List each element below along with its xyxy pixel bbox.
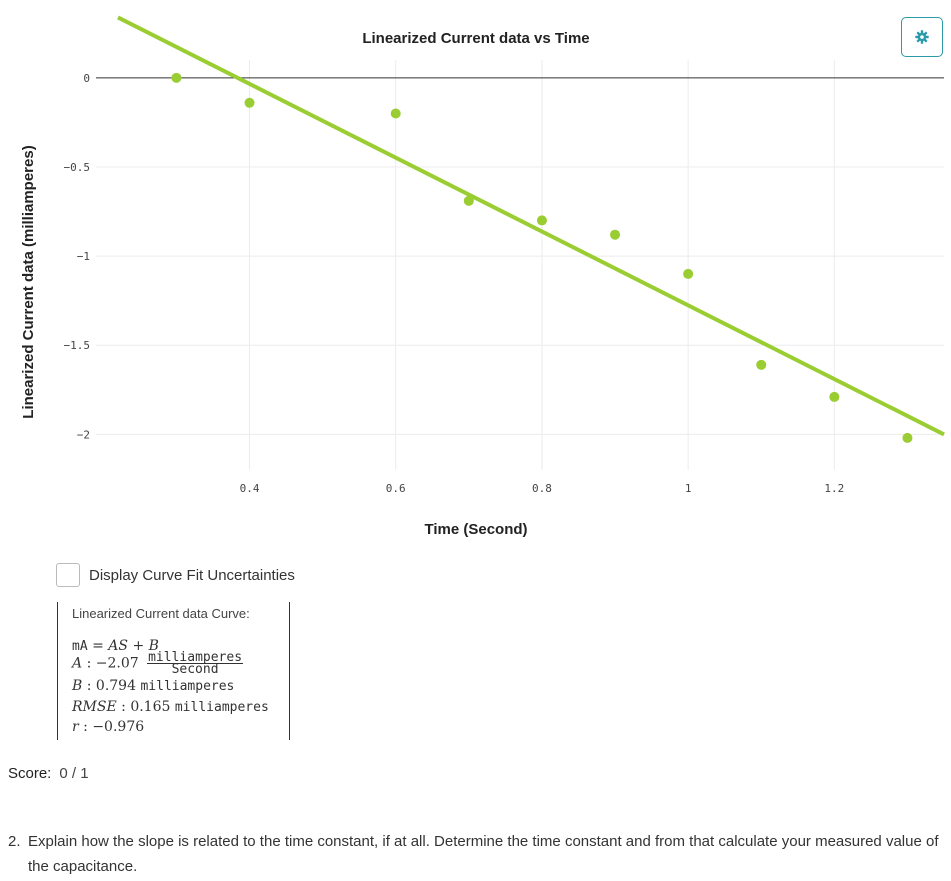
fit-line-layer	[117, 15, 945, 437]
fit-rmse-unit: milliamperes	[174, 700, 269, 715]
fit-equation: mA = AS + B	[72, 638, 159, 654]
x-tick-label: 0.8	[532, 482, 552, 495]
curve-fit-title: Linearized Current data Curve:	[72, 606, 250, 621]
curve-fit-panel: Linearized Current data Curve: mA = AS +…	[57, 602, 290, 740]
data-point	[390, 108, 401, 119]
fit-rmse-label: RMSE	[72, 699, 117, 715]
uncertainties-checkbox[interactable]	[56, 563, 80, 587]
fit-line	[117, 15, 945, 437]
question-text: Explain how the slope is related to the …	[28, 833, 939, 875]
fit-param-a-unit: milliamperes Second	[147, 650, 244, 677]
question-number: 2.	[8, 833, 21, 850]
data-point	[829, 391, 840, 402]
x-tick-label: 0.4	[240, 482, 260, 495]
chart-settings-button[interactable]	[901, 17, 943, 57]
uncertainties-toggle[interactable]: Display Curve Fit Uncertainties	[56, 563, 295, 587]
y-tick-label: 0	[83, 72, 90, 85]
x-tick-label: 0.6	[386, 482, 406, 495]
scatter-chart: Linearized Current data vs Time 0.4 0.6 0.…	[20, 15, 945, 538]
x-tick-label: 1	[685, 482, 692, 495]
fit-param-a: A : −2.07 milliamperes Second	[72, 650, 244, 677]
score-value: 0 / 1	[59, 765, 89, 782]
fit-param-a-unit-denominator: Second	[171, 662, 219, 677]
fit-equation-lhs: mA	[72, 639, 88, 654]
grid	[96, 60, 944, 470]
fit-param-a-label: A	[72, 655, 83, 672]
question: 2. Explain how the slope is related to t…	[8, 829, 943, 879]
data-point	[536, 215, 547, 226]
fit-r: r : −0.976	[72, 719, 145, 735]
data-point	[756, 359, 767, 370]
axes: 0.4 0.6 0.8 1 1.2 0 −0.5 −1 −1.5 −2	[64, 72, 944, 495]
gear-icon	[915, 30, 929, 44]
chart-title: Linearized Current data vs Time	[362, 30, 589, 47]
fit-param-a-unit-numerator: milliamperes	[147, 650, 244, 665]
fit-param-b: B : 0.794 milliamperes	[72, 678, 235, 694]
fit-r-label: r	[72, 719, 79, 735]
y-tick-label: −1	[77, 250, 90, 263]
fit-rmse-value: 0.165	[130, 699, 171, 715]
data-points	[171, 72, 913, 443]
uncertainties-label: Display Curve Fit Uncertainties	[89, 566, 295, 584]
fit-param-a-value: −2.07	[95, 655, 139, 672]
fit-param-b-value: 0.794	[95, 678, 137, 694]
y-tick-label: −1.5	[64, 339, 91, 352]
x-axis-label: Time (Second)	[424, 521, 527, 538]
y-tick-label: −2	[77, 428, 90, 441]
data-point	[610, 229, 621, 240]
data-point	[244, 97, 255, 108]
data-point	[171, 72, 182, 83]
fit-equation-rhs: = AS + B	[92, 638, 159, 654]
data-point	[902, 432, 913, 443]
y-axis-label: Linearized Current data (milliamperes)	[20, 145, 37, 418]
fit-param-b-unit: milliamperes	[140, 679, 235, 694]
fit-r-value: −0.976	[92, 719, 145, 735]
score-label: Score:	[8, 765, 52, 782]
fit-param-b-label: B	[72, 678, 83, 694]
score: Score: 0 / 1	[8, 765, 89, 782]
x-tick-label: 1.2	[824, 482, 844, 495]
fit-rmse: RMSE : 0.165 milliamperes	[72, 699, 269, 715]
data-point	[463, 195, 474, 206]
data-point	[683, 268, 694, 279]
y-tick-label: −0.5	[64, 161, 91, 174]
